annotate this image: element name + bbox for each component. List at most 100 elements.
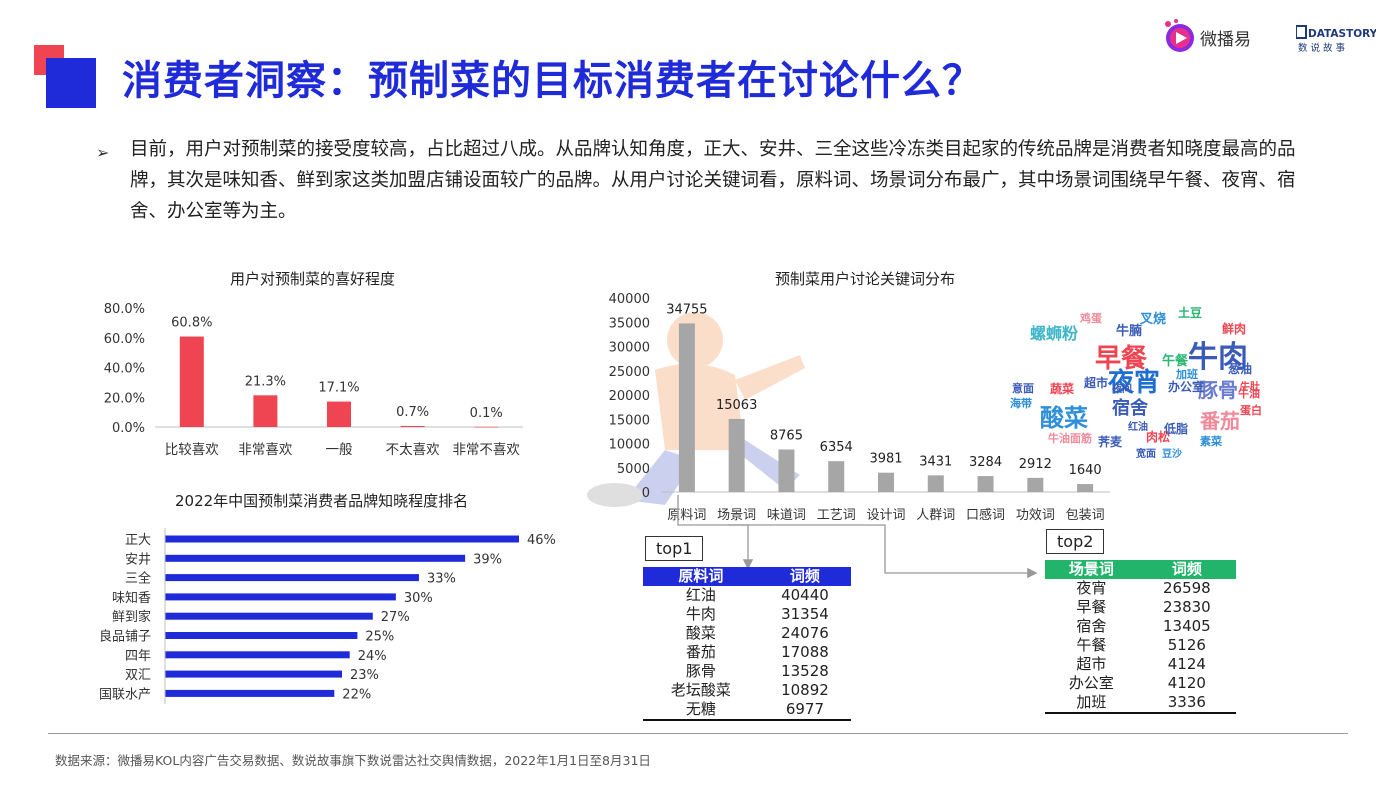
preference-category-label: 非常不喜欢	[452, 442, 520, 458]
keyword-category-label: 包装词	[1066, 508, 1105, 523]
y-tick-label: 80.0%	[104, 302, 145, 317]
preference-bar	[327, 401, 351, 427]
word-cloud-term: 荠麦	[1098, 435, 1123, 449]
word-cloud-term: 葱油	[1228, 362, 1253, 376]
word-cloud-term: 蔬菜	[1050, 382, 1075, 396]
table-cell: 超市	[1076, 655, 1107, 673]
table-header-cell: 词频	[789, 567, 820, 585]
word-cloud-term: 叉烧	[1140, 312, 1167, 327]
word-cloud-term: 意面	[1012, 382, 1034, 395]
keyword-bar	[778, 449, 795, 492]
intro-paragraph: 目前，用户对预制菜的接受度较高，占比超过八成。从品牌认知角度，正大、安井、三全这…	[130, 139, 1296, 222]
keyword-value-label: 34755	[666, 302, 707, 317]
word-cloud-term: 素菜	[1200, 435, 1222, 448]
weibo-logo-text: 微播易	[1200, 30, 1251, 50]
table-cell: 24076	[781, 624, 829, 642]
word-cloud-term: 番茄	[1200, 409, 1240, 433]
table-row: 宿舍 13405	[1045, 617, 1236, 636]
table-connectors	[677, 495, 1038, 579]
word-cloud-term: 牛肚	[1240, 382, 1260, 393]
table-header-cell: 词频	[1171, 560, 1202, 578]
bullet-marker: ➢	[96, 143, 110, 162]
brand-value-label: 24%	[358, 649, 387, 664]
keyword-bar-chart: 0 5000 10000 15000 20000 25000 30000 35000 40000…	[609, 292, 1110, 523]
word-cloud-term: 加班	[1176, 368, 1198, 381]
brand-category-label: 味知香	[112, 590, 151, 606]
table-cell: 40440	[781, 586, 829, 604]
table-row: 老坛酸菜 10892	[643, 681, 851, 700]
y-tick-label: 0	[642, 486, 650, 501]
brand-bar	[165, 632, 358, 639]
keyword-value-label: 3981	[869, 452, 902, 467]
brand-bar	[165, 554, 466, 562]
keyword-bar	[728, 418, 745, 492]
word-cloud-term: 红油	[1128, 422, 1148, 433]
y-tick-label: 10000	[609, 438, 650, 453]
table-cell: 6977	[785, 700, 825, 718]
word-cloud-term: 酸菜	[1040, 404, 1088, 432]
brand-value-label: 46%	[527, 533, 556, 548]
keyword-category-label: 人群词	[916, 508, 955, 523]
brand-chart-title: 2022年中国预制菜消费者品牌知晓程度排名	[175, 492, 469, 510]
preference-bar	[253, 395, 278, 427]
y-tick-label: 35000	[609, 316, 650, 331]
word-cloud-term: 豚骨	[1198, 378, 1238, 402]
table-cell: 26598	[1162, 579, 1211, 597]
y-tick-label: 30000	[609, 341, 650, 356]
table-cell: 31354	[781, 605, 829, 623]
preference-bar	[474, 426, 499, 428]
y-tick-label: 40.0%	[104, 362, 145, 377]
table-header-row: 原料词 词频	[643, 567, 851, 586]
keyword-value-label: 8765	[770, 428, 803, 443]
keyword-bar	[977, 476, 994, 492]
table-row: 酸菜 24076	[643, 624, 851, 643]
table-header-row: 场景词 词频	[1045, 560, 1236, 579]
keyword-category-label: 原料词	[667, 508, 706, 523]
page-title: 消费者洞察：预制菜的目标消费者在讨论什么？	[122, 58, 983, 104]
brand-value-label: 33%	[427, 572, 456, 587]
y-tick-label: 0.0%	[112, 421, 145, 436]
keyword-word-cloud: 牛肉 早餐 夜宵 酸菜 宿舍 豚骨 番茄 螺蛳粉 午餐 叉烧 土豆 鲜肉 超市 办公室 加班 肉松 低脂 素菜 荠麦…	[1000, 290, 1270, 470]
table-row: 牛肉 31354	[643, 605, 851, 624]
data-source-note: 数据来源：微播易KOL内容广告交易数据、数说故事旗下数说雷达社交舆情数据，202…	[55, 753, 651, 768]
word-cloud-term: 牛腩	[1116, 324, 1143, 339]
preference-category-label: 不太喜欢	[386, 442, 440, 458]
keyword-value-label: 3431	[919, 454, 952, 469]
preference-value-label: 0.7%	[396, 405, 429, 420]
table-cell: 宿舍	[1076, 617, 1107, 635]
word-cloud-term: 超市	[1084, 376, 1109, 390]
table-row: 夜宵 26598	[1045, 579, 1236, 598]
word-cloud-term: 宽面	[1136, 449, 1156, 460]
brand-value-label: 39%	[473, 552, 502, 567]
y-tick-label: 25000	[609, 365, 650, 380]
brand-bar	[165, 574, 419, 582]
word-cloud-term: 午餐	[1162, 354, 1189, 369]
word-cloud-term: 早餐	[1095, 344, 1148, 374]
keyword-category-label: 口感词	[966, 507, 1005, 523]
word-cloud-term: 豆沙	[1162, 449, 1182, 460]
table-header-cell: 原料词	[678, 567, 724, 585]
table-row: 加班 3336	[1045, 693, 1236, 713]
brand-bar	[165, 670, 342, 678]
table-cell: 13405	[1162, 617, 1211, 635]
word-cloud-term: 鲜肉	[1222, 322, 1247, 336]
keyword-value-label: 6354	[820, 440, 853, 455]
word-cloud-term: 夜间	[1112, 384, 1132, 395]
preference-category-label: 一般	[326, 442, 353, 458]
table-cell: 牛肉	[685, 605, 716, 623]
word-cloud-term: 低脂	[1164, 422, 1189, 436]
keyword-chart-title: 预制菜用户讨论关键词分布	[775, 270, 956, 288]
keyword-value-label: 3284	[969, 455, 1002, 470]
table-cell: 13528	[781, 662, 829, 680]
brand-bar	[165, 651, 350, 659]
preference-bar	[400, 425, 425, 427]
preference-category-label: 非常喜欢	[238, 442, 292, 458]
table-cell: 4120	[1167, 674, 1206, 692]
table2-tag: top2	[1046, 529, 1105, 554]
brand-category-label: 国联水产	[99, 687, 151, 702]
table-cell: 办公室	[1068, 674, 1114, 692]
keyword-bar	[878, 472, 894, 492]
brand-category-label: 鲜到家	[112, 609, 151, 625]
keyword-category-label: 味道词	[767, 508, 806, 523]
table-row: 超市 4124	[1045, 655, 1236, 674]
